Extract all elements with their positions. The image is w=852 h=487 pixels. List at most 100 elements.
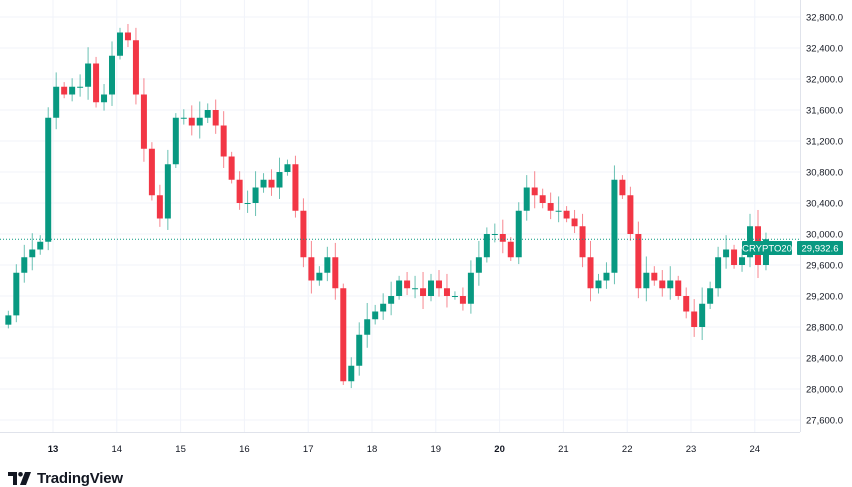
candle-down <box>332 257 339 289</box>
candle-down <box>124 32 131 41</box>
candle-up <box>101 94 108 103</box>
candle-up <box>412 288 419 290</box>
candle-down <box>404 280 411 289</box>
y-tick-label: 28,400.0 <box>806 354 843 365</box>
y-tick-label: 28,800.0 <box>806 323 843 334</box>
candle-up <box>13 272 20 316</box>
candle-down <box>635 234 642 289</box>
candle-up <box>707 288 714 304</box>
candle-up <box>515 210 522 258</box>
candle-down <box>499 234 506 242</box>
candle-up <box>69 86 76 95</box>
x-tick-label: 17 <box>303 444 314 455</box>
y-tick-label: 27,600.0 <box>806 416 843 427</box>
candle-down <box>571 218 578 227</box>
candle-down <box>292 164 299 211</box>
candle-down <box>659 280 666 289</box>
candle-up <box>53 86 60 118</box>
candle-up <box>364 319 371 335</box>
candle-down <box>300 210 307 258</box>
candle-up <box>196 117 203 126</box>
last-price-label-bg <box>797 241 843 255</box>
candle-up <box>276 172 283 188</box>
candle-down <box>220 125 227 157</box>
candle-up <box>180 117 187 119</box>
candlestick-chart: 27,600.0 28,000.0 28,400.0 28,800.0 29,200.0… <box>0 0 843 455</box>
candle-up <box>29 249 36 258</box>
candle-up <box>451 296 458 297</box>
candle-up <box>595 280 602 289</box>
candle-up <box>116 32 123 56</box>
candle-down <box>579 226 586 258</box>
candle-up <box>109 55 116 95</box>
candle-down <box>188 117 195 126</box>
candles <box>5 23 769 389</box>
candle-down <box>228 156 235 180</box>
candle-down <box>507 241 514 258</box>
symbol-name: CRYPTO20 <box>742 244 792 255</box>
candle-down <box>236 179 243 203</box>
candle-down <box>683 296 690 312</box>
candle-down <box>148 148 155 196</box>
x-tick-label: 21 <box>558 444 569 455</box>
last-price-value: 29,932.6 <box>802 244 839 255</box>
x-tick-label: 14 <box>112 444 123 455</box>
candle-down <box>563 210 570 219</box>
y-tick-label: 32,000.0 <box>806 75 843 86</box>
time-axis[interactable]: 13 14 15 16 17 18 19 20 21 22 23 24 <box>48 444 760 455</box>
candle-up <box>45 117 52 242</box>
candle-down <box>675 280 682 296</box>
candle-up <box>491 234 498 235</box>
y-tick-label: 30,400.0 <box>806 199 843 210</box>
candle-down <box>156 195 163 219</box>
candle-up <box>739 257 746 265</box>
candle-up <box>37 241 44 250</box>
candle-down <box>140 94 147 149</box>
candle-up <box>723 249 730 258</box>
candle-down <box>132 40 139 95</box>
candle-down <box>731 249 738 265</box>
last-price-label: 29,932.6 <box>797 241 843 255</box>
candle-up <box>284 164 291 172</box>
x-tick-label: 13 <box>48 444 59 455</box>
candle-up <box>204 110 211 118</box>
candle-up <box>260 179 267 188</box>
y-tick-label: 31,200.0 <box>806 137 843 148</box>
price-axis[interactable]: 27,600.0 28,000.0 28,400.0 28,800.0 29,200.0… <box>806 13 843 427</box>
candle-up <box>380 303 387 312</box>
y-tick-label: 29,600.0 <box>806 261 843 272</box>
candle-up <box>715 257 722 289</box>
y-tick-label: 29,200.0 <box>806 292 843 303</box>
candle-up <box>467 272 474 304</box>
y-tick-label: 31,600.0 <box>806 106 843 117</box>
candle-down <box>539 195 546 203</box>
y-tick-label: 32,800.0 <box>806 13 843 24</box>
symbol-label: CRYPTO20 <box>742 241 792 255</box>
candle-down <box>651 272 658 281</box>
candle-up <box>483 234 490 258</box>
candle-up <box>5 315 12 325</box>
candle-up <box>428 280 435 296</box>
candle-down <box>93 63 100 103</box>
candle-up <box>172 117 179 165</box>
logo-text: TradingView <box>37 470 123 487</box>
candle-down <box>531 187 538 196</box>
candle-up <box>316 272 323 281</box>
candle-up <box>643 272 650 289</box>
x-tick-label: 23 <box>686 444 697 455</box>
candle-down <box>61 86 68 95</box>
candle-down <box>308 257 315 281</box>
candle-up <box>356 334 363 366</box>
candle-down <box>547 203 554 211</box>
candle-down <box>459 296 466 304</box>
candle-up <box>603 272 610 281</box>
candle-up <box>372 311 379 320</box>
y-tick-label: 28,000.0 <box>806 385 843 396</box>
x-tick-label: 15 <box>175 444 186 455</box>
x-tick-label: 16 <box>239 444 250 455</box>
candle-up <box>324 257 331 273</box>
y-tick-label: 30,000.0 <box>806 230 843 241</box>
candle-up <box>348 365 355 382</box>
tradingview-logo[interactable]: TradingView <box>8 470 123 487</box>
candle-up <box>85 63 92 87</box>
